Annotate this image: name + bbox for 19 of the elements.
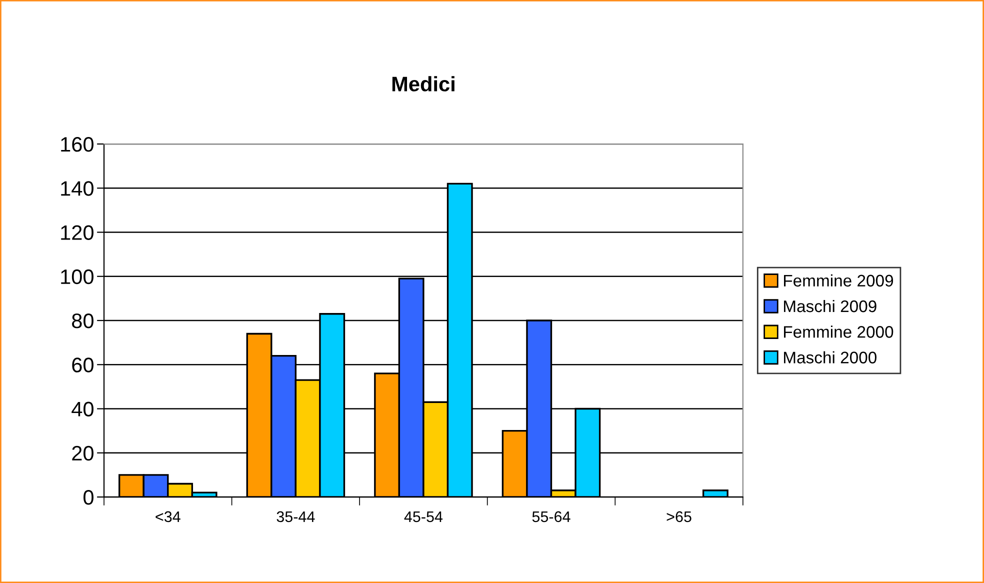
y-tick-label: 60 [72, 358, 94, 372]
y-tick-label: 80 [72, 314, 94, 328]
legend-label: Femmine 2009 [784, 274, 894, 287]
y-tick-label: 120 [61, 225, 94, 240]
legend-label: Maschi 2009 [784, 300, 876, 312]
x-tick-label: 55-64 [532, 511, 570, 522]
y-tick-label: 140 [61, 181, 94, 196]
x-tick-label: >65 [666, 511, 692, 522]
x-tick-label: <34 [156, 511, 180, 522]
legend-label: Femmine 2000 [784, 326, 894, 338]
x-tick-label: 45-54 [404, 511, 443, 522]
y-tick-label: 20 [72, 446, 94, 461]
y-tick-label: 160 [61, 137, 94, 152]
y-tick-label: 40 [72, 402, 94, 417]
y-tick-label: 100 [61, 269, 94, 284]
chart-title: Medici [392, 76, 454, 92]
x-tick-label: 35-44 [276, 511, 315, 522]
y-tick-label: 0 [84, 490, 94, 505]
legend-label: Maschi 2000 [784, 351, 876, 364]
